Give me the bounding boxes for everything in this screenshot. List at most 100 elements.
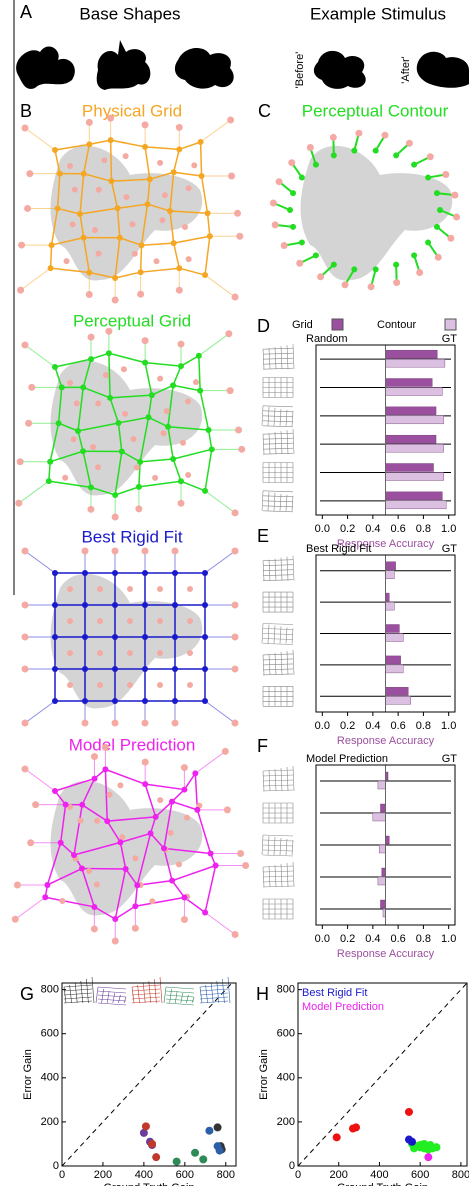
anchor-dot xyxy=(67,380,73,386)
grid-node xyxy=(198,139,204,145)
grid-node xyxy=(52,634,58,640)
anchor-dot xyxy=(67,618,73,624)
grid-edge xyxy=(140,459,173,462)
bar xyxy=(386,562,396,570)
icon-line xyxy=(262,491,263,511)
anchor-dot xyxy=(187,650,193,656)
icon-line xyxy=(124,997,126,1003)
grid-edge xyxy=(173,366,181,385)
anchor-dot xyxy=(88,334,95,341)
x-tick-label: 0.6 xyxy=(390,720,405,732)
anchor-dot xyxy=(74,400,80,406)
icon-line xyxy=(275,347,276,369)
anchor-dot xyxy=(232,720,239,727)
panel-label: B xyxy=(20,101,32,121)
anchor-dot xyxy=(12,916,19,923)
anchor-dot xyxy=(22,720,29,727)
grid-node xyxy=(82,698,88,704)
grid-node xyxy=(52,570,58,576)
contour-node xyxy=(411,162,417,168)
grid-node xyxy=(213,863,219,869)
icon-line xyxy=(293,650,294,675)
grid-edge xyxy=(172,881,184,898)
icon-line xyxy=(293,862,294,887)
contour-node xyxy=(290,224,296,230)
grid-node xyxy=(102,766,108,772)
x-tick-label: 1.0 xyxy=(441,523,456,535)
shape xyxy=(97,40,151,90)
icon-line xyxy=(292,411,293,426)
grid-node xyxy=(208,850,214,856)
anchor-dot xyxy=(97,586,103,592)
anchor-dot xyxy=(87,506,94,513)
anchor-dot xyxy=(168,830,174,836)
bar xyxy=(386,696,411,704)
grid-node xyxy=(145,201,151,207)
contour-node xyxy=(287,207,293,213)
icon-line xyxy=(287,651,288,675)
grid-node xyxy=(88,484,94,490)
figure: A Base Shapes Example Stimulus 'Before' … xyxy=(0,0,469,1186)
icon-line xyxy=(293,556,294,581)
x-tick-label: 0.8 xyxy=(416,933,431,945)
contour-dot xyxy=(342,281,349,288)
contour-node xyxy=(313,252,319,258)
shape xyxy=(417,52,469,88)
spoke xyxy=(195,751,225,773)
bar xyxy=(386,407,437,415)
contour-dot xyxy=(296,260,303,267)
spoke xyxy=(25,128,55,150)
grid-node xyxy=(202,602,208,608)
grid-node xyxy=(170,456,176,462)
anchor-dot xyxy=(127,650,133,656)
grid-node xyxy=(181,787,187,793)
grid-node xyxy=(142,602,148,608)
bar xyxy=(386,379,433,387)
grid-edge xyxy=(174,149,180,172)
anchor-dot xyxy=(103,372,109,378)
panel-label: F xyxy=(257,736,268,756)
anchor-dot xyxy=(164,408,170,414)
contour-node xyxy=(290,190,296,196)
contour-node xyxy=(351,148,357,154)
icon-line xyxy=(217,981,219,1003)
icon-line xyxy=(64,989,92,991)
grid-node xyxy=(139,242,145,248)
grid-node xyxy=(138,269,144,275)
grid-node xyxy=(52,788,58,794)
grid-node xyxy=(181,894,187,900)
spoke xyxy=(201,120,231,142)
icon-line xyxy=(292,496,293,511)
panel-label: A xyxy=(20,2,32,22)
bar xyxy=(386,656,401,664)
grid-node xyxy=(153,814,159,820)
point xyxy=(199,1155,207,1163)
anchor-dot xyxy=(187,618,193,624)
spoke xyxy=(25,345,55,367)
icon-line xyxy=(281,346,282,369)
icon-line xyxy=(263,353,293,354)
spoke xyxy=(19,481,49,503)
grid-node xyxy=(52,602,58,608)
grid-node xyxy=(202,634,208,640)
anchor-dot xyxy=(82,548,89,555)
x-tick-label: 600 xyxy=(176,1169,194,1181)
grid-node xyxy=(123,866,129,872)
anchor-dot xyxy=(186,185,192,191)
icon-line xyxy=(286,410,287,426)
icon-line xyxy=(268,407,269,426)
grid-node xyxy=(86,141,92,147)
contour-dot xyxy=(307,144,314,151)
anchor-dot xyxy=(121,366,127,372)
bar xyxy=(386,501,447,509)
anchor-dot xyxy=(32,801,39,808)
grid-node xyxy=(112,666,118,672)
bar xyxy=(380,900,385,908)
bar xyxy=(386,444,444,452)
anchor-dot xyxy=(132,251,138,257)
icon-line xyxy=(287,863,288,887)
anchor-dot xyxy=(123,153,129,159)
anchor-dot xyxy=(227,116,234,123)
anchor-dot xyxy=(132,925,139,932)
grid-edge xyxy=(205,236,210,275)
